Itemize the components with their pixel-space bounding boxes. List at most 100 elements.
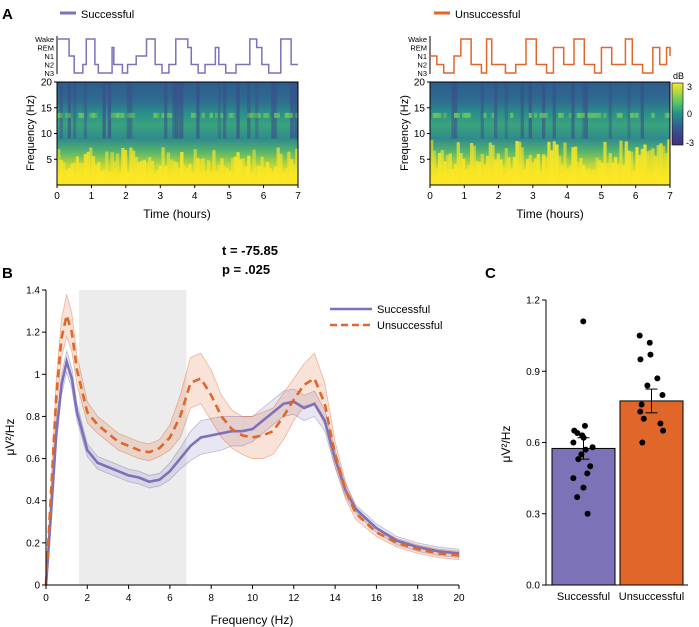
legend-successful-label: Successful — [81, 9, 134, 21]
spectrogram-streak — [148, 157, 152, 185]
spectrogram-streak — [260, 156, 264, 185]
x-tick-label: 1 — [462, 191, 468, 202]
spectrogram-streak — [494, 82, 498, 139]
spectrogram-streak — [451, 168, 455, 185]
panel-c-letter: C — [485, 265, 496, 282]
spectrogram-streak — [198, 158, 203, 185]
data-point — [575, 456, 582, 463]
x-tick-label: 5 — [599, 191, 605, 202]
x-tick-label: 8 — [208, 593, 214, 604]
data-point — [657, 420, 664, 427]
spectrogram-streak — [177, 168, 181, 185]
spectrogram-streak — [584, 82, 588, 139]
spectrogram-streak — [177, 82, 181, 139]
spectrogram-streak — [91, 156, 96, 185]
spectrogram-streak — [268, 168, 272, 185]
spectrogram-streak — [228, 112, 232, 118]
spectrogram-streak — [110, 152, 114, 185]
spectrogram-streak — [630, 112, 634, 118]
spectrogram-streak — [292, 164, 296, 185]
y-tick-label: 0.9 — [526, 367, 540, 378]
data-point — [660, 427, 667, 434]
y-tick-label: 15 — [41, 103, 53, 114]
y-tick-label: 0.3 — [526, 509, 540, 520]
spectrogram-streak — [648, 149, 652, 185]
spectrogram-streak — [627, 150, 631, 185]
panel-a-letter: A — [2, 6, 13, 23]
spectrogram-streak — [182, 165, 187, 185]
spectrogram-streak — [107, 171, 112, 185]
colorbar: dB 3 0 -3 — [671, 71, 694, 148]
data-point — [589, 444, 596, 451]
data-point — [637, 356, 644, 363]
spectrogram-streak — [563, 142, 567, 185]
x-tick-label: 14 — [330, 593, 342, 604]
spectrogram-streak — [263, 167, 267, 185]
spectrogram-streak — [121, 147, 125, 185]
spectrogram-streak — [483, 164, 487, 185]
spectrogram-streak — [619, 140, 623, 185]
spectrogram-streak — [166, 152, 171, 185]
spectrogram-streak — [172, 160, 176, 185]
data-point — [582, 446, 589, 453]
spectrogram-streak — [81, 112, 85, 118]
spectrogram-streak — [129, 82, 133, 139]
spectrogram-streak — [287, 151, 291, 185]
spectrogram-streak — [616, 112, 620, 118]
spectrogram-streak — [582, 165, 586, 185]
spectrogram-streak — [590, 170, 594, 185]
spectrogram-streak — [292, 82, 296, 139]
data-point — [574, 494, 581, 501]
spectrogram-streak — [161, 147, 165, 185]
spectrogram-streak — [520, 82, 524, 139]
spectrogram-streak — [664, 112, 668, 118]
spectrogram-streak — [255, 112, 259, 118]
spectrogram-streak — [217, 82, 221, 139]
spectrogram-streak — [592, 112, 596, 118]
spectrogram-streak — [220, 158, 224, 185]
spectrogram-streak — [180, 152, 184, 185]
spectrogram-streak — [57, 112, 61, 118]
spectrogram-streak — [271, 171, 275, 185]
bar-category-label: Unsuccessful — [619, 591, 684, 603]
spectrogram-streak — [438, 112, 442, 118]
x-tick-label: 0 — [54, 191, 60, 202]
x-tick-label: 3 — [158, 191, 164, 202]
x-tick-label: 2 — [496, 191, 502, 202]
y-tick-label: 10 — [414, 129, 426, 140]
x-tick-label: 6 — [167, 593, 173, 604]
spectrogram-streak — [131, 150, 136, 185]
spectrogram-unsuccessful: 0 1 2 3 4 5 6 7 5 10 15 20 Frequency (Hz) Time (hou… — [399, 78, 673, 222]
spectrogram-streak — [446, 154, 450, 185]
colorbar-gradient — [671, 82, 684, 146]
bar-unsuccessful — [619, 400, 684, 586]
data-point — [654, 375, 661, 382]
spectrogram-streak — [287, 112, 291, 118]
spectrogram-streak — [499, 159, 503, 185]
spectrogram-streak — [281, 171, 286, 185]
x-tick-label: 5 — [226, 191, 232, 202]
spectrogram-streak — [542, 82, 546, 139]
spectrogram-streak — [59, 159, 63, 185]
spectrogram-streak — [131, 112, 136, 118]
spectrogram-streak — [472, 145, 476, 185]
spectrogram-streak — [582, 112, 586, 118]
spectrogram-streak — [273, 82, 278, 139]
spectrogram-streak — [622, 165, 626, 185]
spectrogram-streak — [140, 161, 144, 185]
spectrogram-streak — [632, 170, 636, 185]
spectrogram-streak — [94, 164, 98, 185]
data-point — [646, 339, 653, 346]
spectrogram-ylabel: Frequency (Hz) — [25, 95, 37, 171]
spectrogram-streak — [619, 112, 623, 118]
spectrogram-streak — [75, 156, 80, 185]
spectrogram-streak — [539, 170, 543, 185]
spectrogram-streak — [241, 158, 246, 185]
spectrogram-streak — [107, 82, 112, 139]
spectrogram-streak — [70, 163, 74, 185]
spectrogram-streak — [560, 112, 564, 118]
y-tick-label: 5 — [419, 155, 425, 166]
spectrogram-streak — [547, 141, 551, 185]
spectrogram-streak — [592, 169, 596, 185]
